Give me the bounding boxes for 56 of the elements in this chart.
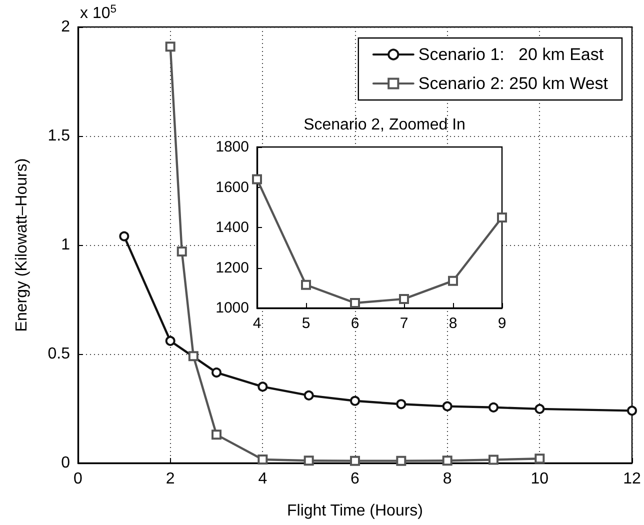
legend-label: Scenario 1: 20 km East: [418, 45, 604, 64]
legend-label: Scenario 2: 250 km West: [418, 74, 608, 93]
point: [350, 298, 360, 308]
x-axis-title: Flight Time (Hours): [286, 502, 424, 520]
point: [396, 456, 406, 466]
y-tick-label: 1600: [216, 178, 249, 196]
y-tick-label: 1200: [216, 259, 249, 276]
y-tick-label: 1000: [216, 300, 249, 316]
point: [396, 399, 406, 410]
point: [301, 280, 311, 290]
y-tick-label: 1: [61, 236, 70, 254]
y-tick-label: 0: [61, 454, 70, 472]
point: [534, 454, 545, 464]
point: [350, 456, 360, 466]
point: [534, 404, 545, 414]
point: [258, 454, 268, 465]
point: [119, 231, 130, 242]
point: [165, 336, 176, 346]
x-tick-label: 5: [302, 315, 310, 332]
point: [212, 430, 222, 440]
y-tick-label: 1.5: [48, 128, 70, 144]
point: [304, 390, 314, 400]
x-tick-label: 9: [498, 315, 506, 332]
point: [212, 368, 222, 378]
point: [488, 454, 498, 465]
point: [627, 406, 637, 416]
x-tick-label: 8: [442, 470, 452, 488]
x-tick-label: 4: [258, 470, 268, 488]
y-tick-label: 0.5: [48, 346, 70, 362]
x-tick-label: 8: [448, 315, 458, 332]
x-tick-label: 4: [252, 315, 262, 332]
point: [442, 401, 452, 412]
chart-title: Scenario 2, Zoomed In: [304, 116, 466, 134]
point: [176, 246, 187, 257]
x-tick-label: 7: [400, 315, 408, 332]
point: [488, 402, 498, 412]
x-tick-label: 2: [166, 470, 175, 488]
point: [399, 294, 409, 304]
point: [165, 42, 176, 52]
x-tick-label: 12: [623, 470, 641, 488]
x-tick-label: 6: [350, 470, 360, 488]
y-axis-title: Energy (Kilowatt–Hours): [14, 158, 30, 332]
point: [448, 276, 458, 286]
x-tick-label: 6: [350, 315, 360, 332]
y-tick-label: 1800: [216, 138, 249, 156]
point: [304, 456, 314, 466]
point: [188, 351, 198, 362]
y-tick-label: 1400: [216, 219, 249, 236]
point: [350, 396, 360, 406]
x-tick-label: 0: [74, 470, 83, 488]
point: [442, 456, 452, 466]
x-tick-label: 10: [530, 470, 549, 488]
point: [497, 212, 507, 222]
point: [258, 382, 268, 392]
y-tick-label: 2: [61, 18, 70, 36]
point: [252, 174, 262, 184]
